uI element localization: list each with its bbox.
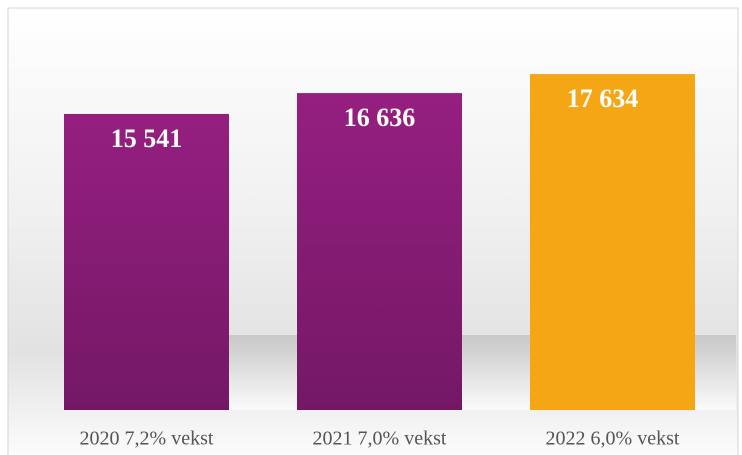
bar	[530, 74, 695, 410]
value-label: 15 541	[111, 124, 183, 153]
x-tick-label: 2021 7,0% vekst	[313, 428, 447, 450]
value-label: 17 634	[567, 84, 639, 113]
bar	[297, 93, 462, 410]
x-tick-label: 2022 6,0% vekst	[546, 428, 680, 450]
value-label: 16 636	[344, 103, 416, 132]
x-tick-label: 2020 7,2% vekst	[80, 428, 214, 450]
bar	[64, 113, 229, 411]
